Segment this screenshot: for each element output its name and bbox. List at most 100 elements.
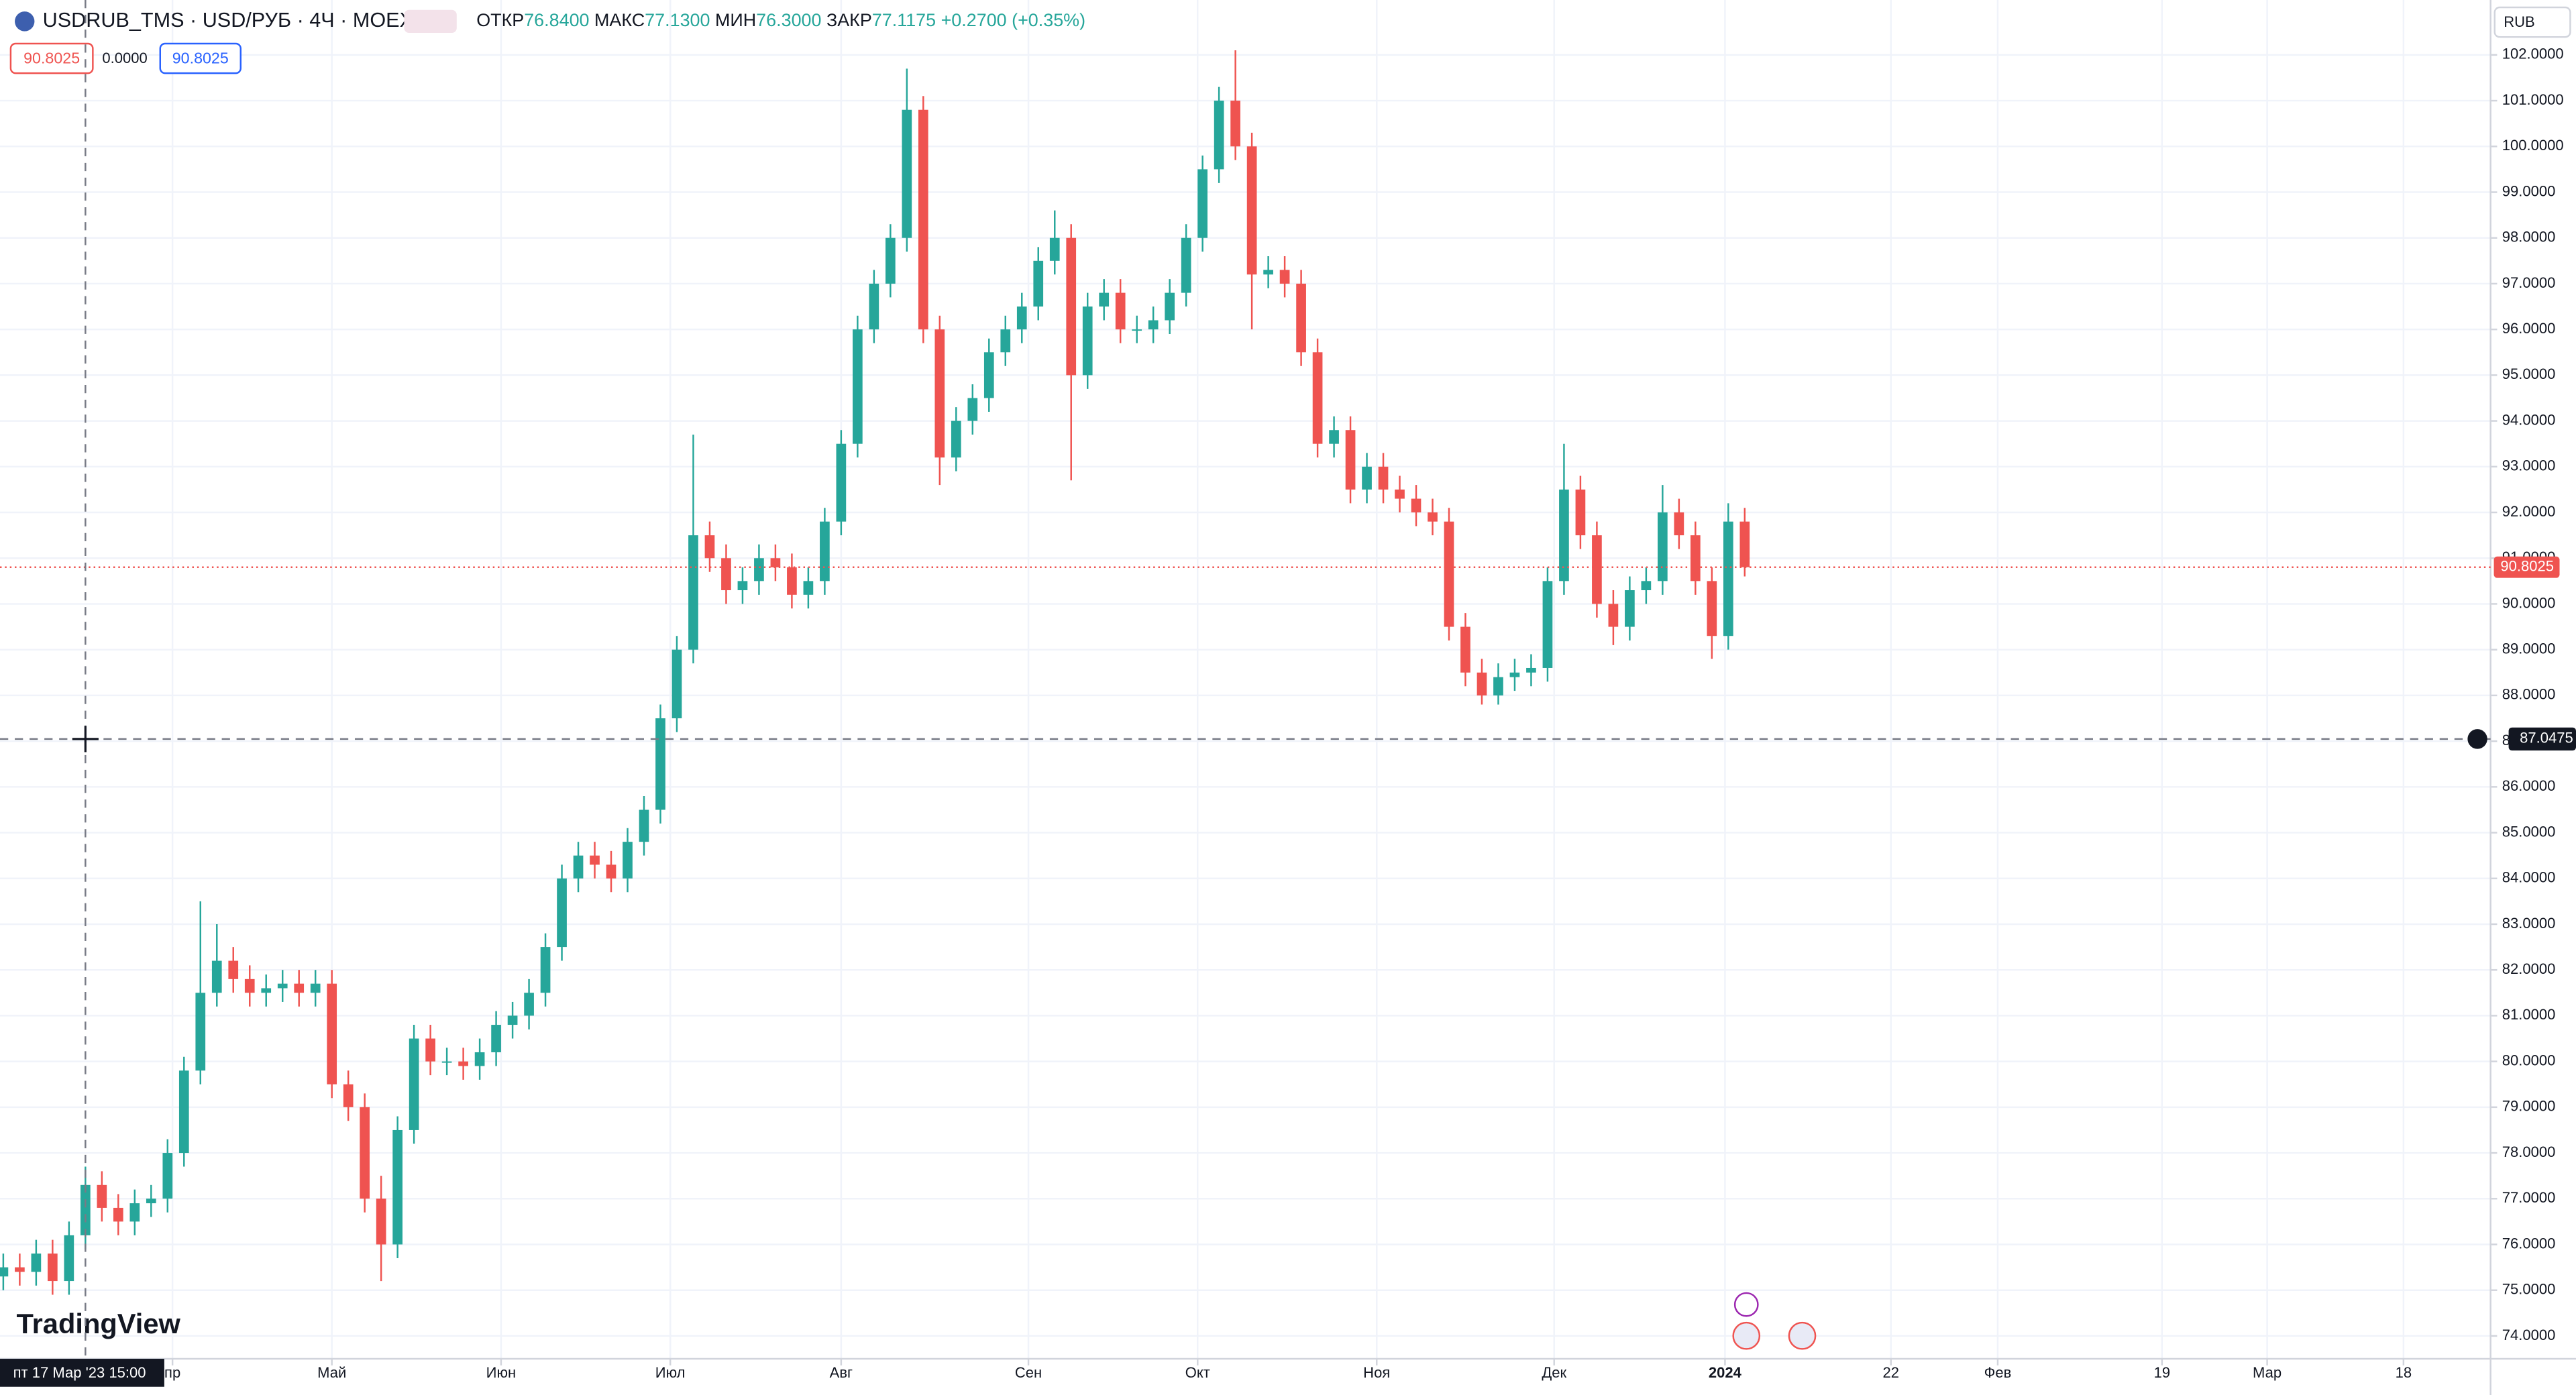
candle-body bbox=[1542, 581, 1553, 668]
buy-button[interactable] bbox=[159, 42, 241, 74]
candle-body bbox=[639, 810, 649, 842]
candle-body bbox=[623, 842, 633, 879]
y-tick-label: 102.0000 bbox=[2502, 46, 2564, 62]
candle-body bbox=[1049, 237, 1060, 261]
candle-body bbox=[655, 718, 665, 810]
y-tick-label: 79.0000 bbox=[2502, 1098, 2556, 1115]
candle-body bbox=[1559, 489, 1569, 581]
buy-price[interactable]: 90.8025 bbox=[172, 49, 229, 66]
candle-body bbox=[1246, 146, 1257, 275]
candle-body bbox=[1460, 626, 1470, 673]
x-tick-label: 19 bbox=[2154, 1364, 2171, 1381]
x-tick-label: пр bbox=[164, 1364, 180, 1381]
candle-body bbox=[983, 352, 994, 398]
x-tick-label: Фев bbox=[1984, 1364, 2012, 1381]
y-tick-label: 88.0000 bbox=[2502, 686, 2556, 703]
crosshair-price-label: 87.0475 bbox=[2520, 730, 2573, 746]
candle-body bbox=[1181, 237, 1191, 293]
candle-body bbox=[1066, 237, 1077, 376]
candle-body bbox=[1739, 521, 1750, 567]
x-tick-label: Май bbox=[317, 1364, 346, 1381]
x-tick-label: 18 bbox=[2396, 1364, 2412, 1381]
candle-body bbox=[1165, 292, 1175, 321]
y-tick-label: 84.0000 bbox=[2502, 869, 2556, 886]
candle-body bbox=[343, 1084, 354, 1107]
candle-body bbox=[507, 1015, 518, 1025]
candle-body bbox=[770, 558, 781, 567]
change: +0.2700 (+0.35%) bbox=[941, 10, 1086, 30]
candle-body bbox=[606, 864, 616, 879]
candle-body bbox=[211, 960, 222, 993]
event-icon[interactable] bbox=[1733, 1292, 1759, 1317]
currency-select[interactable] bbox=[2493, 6, 2571, 38]
candle-body bbox=[754, 558, 764, 581]
ohlc-value: 76.8400 bbox=[524, 10, 589, 30]
candle-body bbox=[1000, 329, 1011, 353]
candle-body bbox=[1082, 306, 1093, 376]
crosshair-price-box bbox=[2508, 727, 2576, 751]
candle-body bbox=[178, 1070, 189, 1154]
candle-body bbox=[1493, 677, 1503, 695]
candle-body bbox=[1263, 270, 1273, 275]
y-tick-label: 100.0000 bbox=[2502, 137, 2564, 154]
crosshair: 90.8025 87.0475 bbox=[0, 0, 2576, 1359]
y-tick-label: 80.0000 bbox=[2502, 1052, 2556, 1068]
y-tick-label: 86.0000 bbox=[2502, 777, 2556, 794]
currency[interactable]: RUB bbox=[2504, 13, 2535, 30]
candle-body bbox=[1641, 581, 1652, 590]
add-alert bbox=[2467, 729, 2487, 749]
candle-body bbox=[1625, 590, 1635, 627]
candle-body bbox=[1329, 430, 1339, 444]
candle-body bbox=[573, 855, 584, 879]
candle-body bbox=[836, 443, 847, 522]
candle-body bbox=[277, 983, 288, 989]
candle-body bbox=[967, 398, 978, 421]
last-price-label: 90.8025 bbox=[2500, 558, 2554, 575]
y-tick-label: 93.0000 bbox=[2502, 457, 2556, 474]
x-tick-label: Дек bbox=[1542, 1364, 1566, 1381]
candle-body bbox=[820, 521, 830, 581]
candle-body bbox=[48, 1253, 58, 1282]
candle-body bbox=[392, 1129, 402, 1245]
y-tick-label: 82.0000 bbox=[2502, 960, 2556, 977]
spread: 0.0000 bbox=[102, 50, 147, 66]
badge[interactable] bbox=[404, 9, 457, 34]
x-tick-label: 22 bbox=[1883, 1364, 1900, 1381]
candle-body bbox=[1132, 329, 1142, 331]
candle-body bbox=[704, 535, 715, 559]
candle-body bbox=[1230, 101, 1240, 147]
logo[interactable]: TradingView bbox=[16, 1308, 180, 1339]
candle-body bbox=[885, 237, 896, 284]
candle-body bbox=[951, 421, 961, 458]
y-tick-label: 85.0000 bbox=[2502, 823, 2556, 840]
candle-body bbox=[1707, 581, 1717, 636]
candle-body bbox=[195, 993, 206, 1071]
x-tick-label: Июл bbox=[655, 1364, 686, 1381]
x-tick-label: Окт bbox=[1185, 1364, 1210, 1381]
sell-price[interactable]: 90.8025 bbox=[23, 49, 80, 66]
candle-body bbox=[869, 283, 879, 330]
candle-body bbox=[1279, 270, 1290, 284]
candle-body bbox=[557, 878, 567, 948]
symbol[interactable]: USDRUB_TMS · USD/РУБ · 4Ч · MOEX bbox=[43, 9, 413, 32]
sell-button[interactable] bbox=[9, 42, 94, 74]
x-tick-label: Ноя bbox=[1363, 1364, 1390, 1381]
candle-body bbox=[1395, 489, 1405, 499]
candle-body bbox=[162, 1153, 173, 1199]
candle-body bbox=[737, 581, 748, 590]
candle-body bbox=[80, 1184, 91, 1235]
event-icon[interactable] bbox=[1788, 1321, 1817, 1350]
candle-body bbox=[441, 1061, 452, 1063]
candle-body bbox=[1115, 292, 1126, 330]
event-icon[interactable] bbox=[1732, 1321, 1761, 1350]
ohlc-label: МАКС bbox=[594, 10, 645, 30]
candle-body bbox=[1411, 498, 1421, 513]
candle-body bbox=[1016, 306, 1027, 330]
candle-body bbox=[244, 979, 255, 993]
x-axis: пр Май Июн Июл Авг Сен Окт Ноя Дек 2024 22 Фев 19 Мар… bbox=[164, 1359, 2412, 1381]
y-tick-label: 76.0000 bbox=[2502, 1235, 2556, 1251]
candle-body bbox=[672, 649, 682, 719]
candle-body bbox=[1345, 430, 1356, 490]
candle-body bbox=[64, 1235, 74, 1282]
